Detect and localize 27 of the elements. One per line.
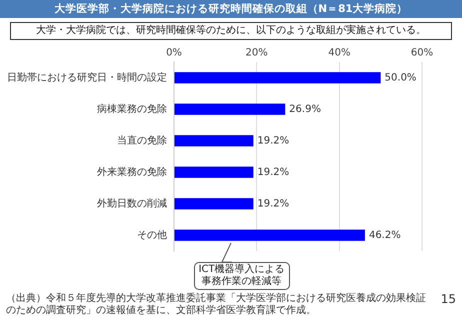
y-tick-label: その他 xyxy=(137,228,167,241)
data-label: 19.2% xyxy=(257,198,290,210)
y-tick-label: 当直の免除 xyxy=(117,134,167,146)
y-tick-label: 日勤帯における研究日・時間の設定 xyxy=(7,71,167,84)
data-label: 46.2% xyxy=(368,230,401,241)
x-tick-label: 40% xyxy=(328,48,350,59)
x-tick-label: 0% xyxy=(166,48,182,59)
data-label: 19.2% xyxy=(257,166,290,178)
y-tick-label: 病棟業務の免除 xyxy=(97,102,167,115)
text: ICT機器導入による事務作業の軽減等 xyxy=(194,262,290,290)
y-tick-label: 外勤日数の削減 xyxy=(97,197,167,210)
data-label: 50.0% xyxy=(384,72,416,84)
bar xyxy=(174,104,286,115)
bar xyxy=(174,198,254,210)
data-label: 19.2% xyxy=(257,135,290,146)
chart-title: 大学医学部・大学病院における研究時間確保の取組（N＝81大学病院） xyxy=(0,0,462,18)
bar xyxy=(174,166,254,178)
text: （出典）令和５年度先導的大学改革推進委託事業「大学医学部における研究医養成の効果検証のための調査研究」の速報値を基に、文部科学省医学教育課で作成。 xyxy=(6,293,427,317)
x-tick-label: 20% xyxy=(246,48,268,59)
chart-subtitle: 大学・大学病院では、研究時間確保等のために、以下のような取組が実施されている。 xyxy=(10,22,452,40)
bar xyxy=(174,135,254,146)
x-tick-label: 60% xyxy=(410,48,434,59)
y-tick-label: 外来業務の免除 xyxy=(97,166,167,178)
data-label: 26.9% xyxy=(289,104,321,115)
bar xyxy=(174,72,381,84)
text: 15 xyxy=(440,292,456,306)
bar xyxy=(174,230,365,241)
